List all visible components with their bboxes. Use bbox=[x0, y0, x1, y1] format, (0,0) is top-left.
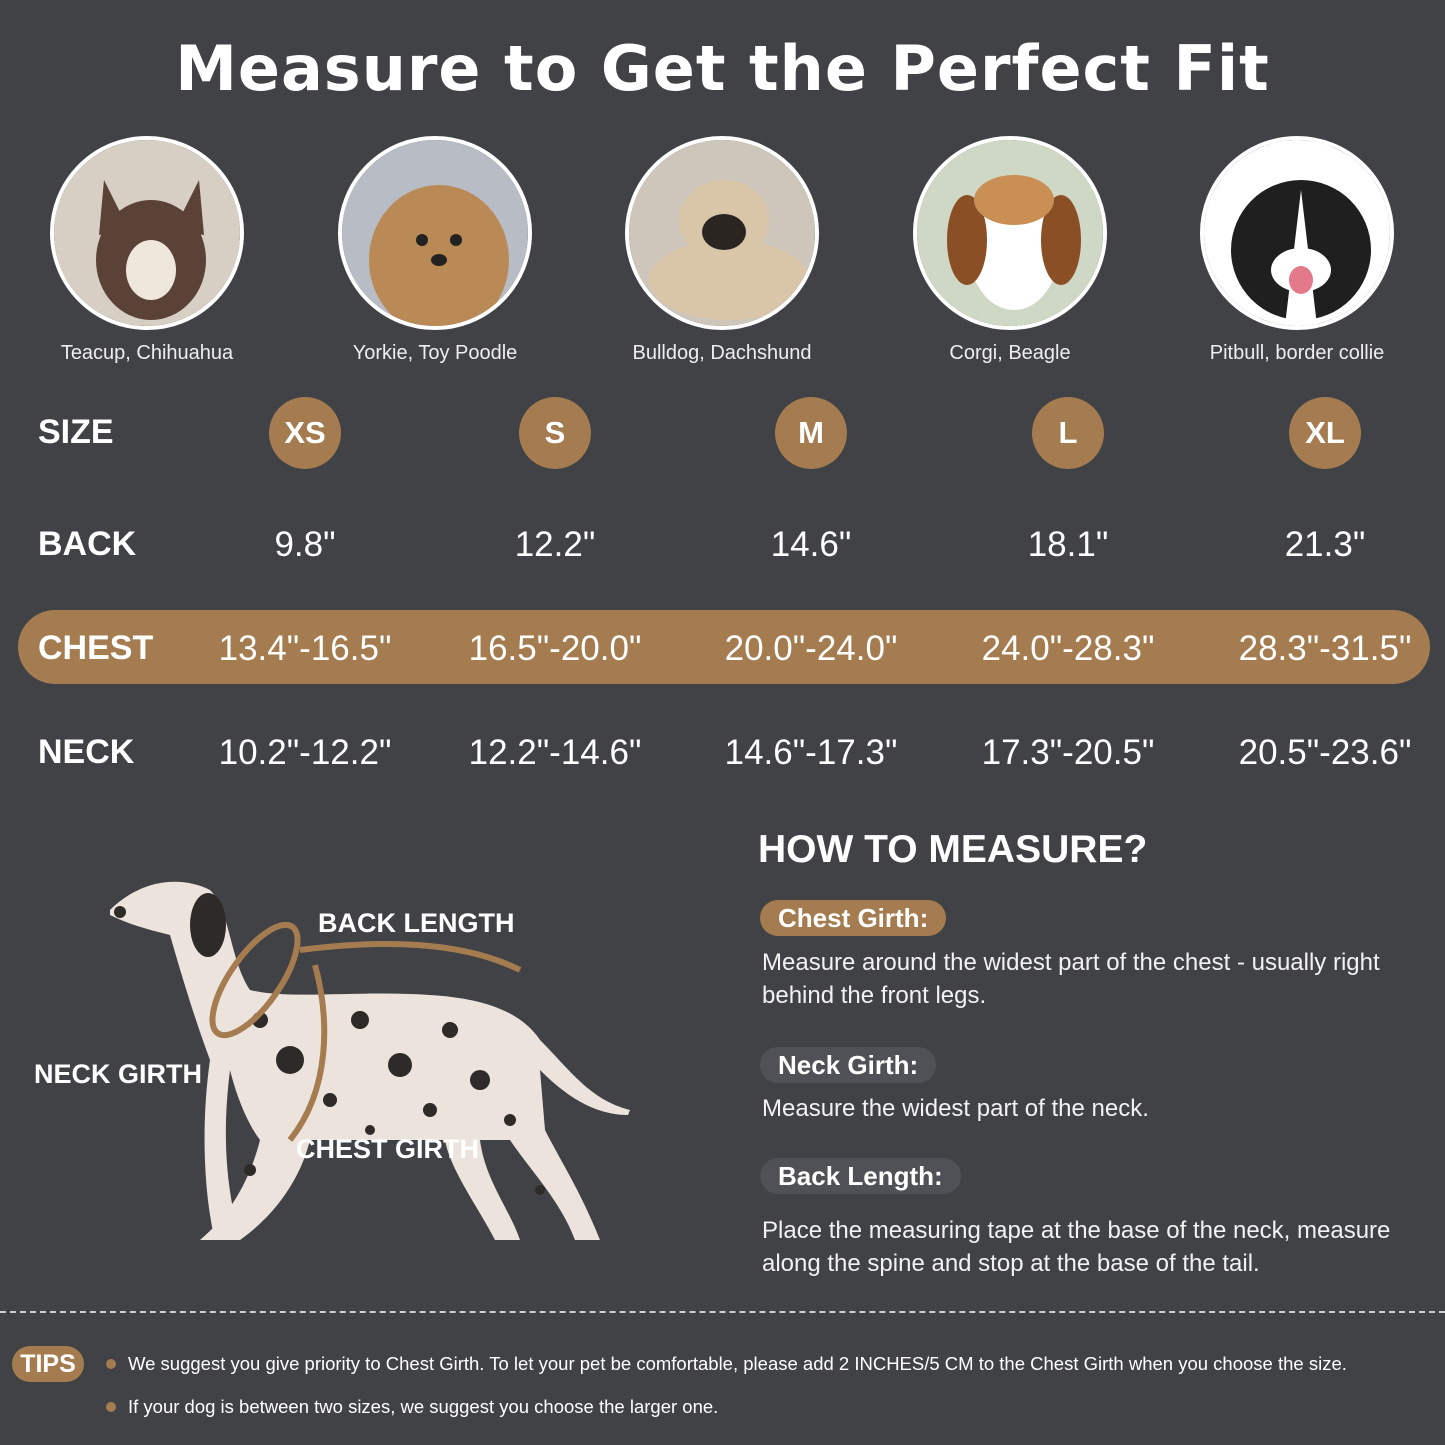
tip-item: We suggest you give priority to Chest Gi… bbox=[106, 1353, 1347, 1375]
pug-photo bbox=[625, 136, 819, 330]
chest-value: 16.5"-20.0" bbox=[468, 629, 642, 668]
neck-girth-description: Measure the widest part of the neck. bbox=[762, 1095, 1149, 1122]
tip-text: We suggest you give priority to Chest Gi… bbox=[128, 1353, 1347, 1374]
size-badge-s: S bbox=[519, 397, 591, 469]
chest-value: 20.0"-24.0" bbox=[724, 629, 898, 668]
dalmatian-diagram bbox=[110, 881, 630, 1240]
back-length-description: Place the measuring tape at the base of … bbox=[762, 1217, 1391, 1277]
chest-girth-label: CHEST GIRTH bbox=[296, 1134, 480, 1164]
chest-value: 28.3"-31.5" bbox=[1238, 629, 1412, 668]
back-value: 18.1" bbox=[1027, 525, 1109, 564]
neck-value: 14.6"-17.3" bbox=[724, 733, 898, 772]
size-label: SIZE bbox=[38, 413, 114, 451]
neck-girth-label: NECK GIRTH bbox=[34, 1059, 202, 1089]
breed-caption: Teacup, Chihuahua bbox=[60, 342, 234, 364]
breed-caption: Yorkie, Toy Poodle bbox=[352, 342, 518, 364]
size-badge-xs: XS bbox=[269, 397, 341, 469]
how-to-measure-title: HOW TO MEASURE? bbox=[758, 828, 1148, 871]
back-length-label: BACK LENGTH bbox=[318, 908, 515, 938]
chihuahua-photo bbox=[50, 136, 244, 330]
back-value: 21.3" bbox=[1284, 525, 1366, 564]
chest-value: 13.4"-16.5" bbox=[218, 629, 392, 668]
neck-value: 17.3"-20.5" bbox=[981, 733, 1155, 772]
chest-value: 24.0"-28.3" bbox=[981, 629, 1155, 668]
size-badge-m: M bbox=[775, 397, 847, 469]
border-collie-photo bbox=[1200, 136, 1394, 330]
neck-value: 12.2"-14.6" bbox=[468, 733, 642, 772]
chest-label: CHEST bbox=[38, 629, 154, 667]
back-value: 9.8" bbox=[274, 525, 336, 564]
dashed-divider bbox=[0, 1311, 1445, 1313]
back-value: 14.6" bbox=[770, 525, 852, 564]
neck-value: 20.5"-23.6" bbox=[1238, 733, 1412, 772]
size-badge-l: L bbox=[1032, 397, 1104, 469]
breed-caption: Pitbull, border collie bbox=[1209, 342, 1385, 364]
bullet-icon bbox=[106, 1359, 116, 1369]
chest-row-highlight bbox=[18, 610, 1430, 684]
breed-caption: Corgi, Beagle bbox=[949, 342, 1071, 364]
tip-text: If your dog is between two sizes, we sug… bbox=[128, 1396, 719, 1417]
neck-girth-pill: Neck Girth: bbox=[760, 1047, 937, 1083]
back-length-pill: Back Length: bbox=[760, 1158, 961, 1194]
neck-label: NECK bbox=[38, 733, 135, 771]
neck-value: 10.2"-12.2" bbox=[218, 733, 392, 772]
yorkie-photo bbox=[338, 136, 532, 330]
bullet-icon bbox=[106, 1402, 116, 1412]
tips-badge: TIPS bbox=[12, 1346, 84, 1382]
page-title: Measure to Get the Perfect Fit bbox=[175, 32, 1270, 105]
back-label: BACK bbox=[38, 525, 137, 563]
back-value: 12.2" bbox=[514, 525, 596, 564]
chest-girth-description: Measure around the widest part of the ch… bbox=[762, 949, 1380, 1009]
chest-girth-pill: Chest Girth: bbox=[760, 900, 947, 936]
size-badge-xl: XL bbox=[1289, 397, 1361, 469]
breed-caption: Bulldog, Dachshund bbox=[632, 342, 812, 364]
tip-item: If your dog is between two sizes, we sug… bbox=[106, 1396, 718, 1418]
beagle-photo bbox=[913, 136, 1107, 330]
